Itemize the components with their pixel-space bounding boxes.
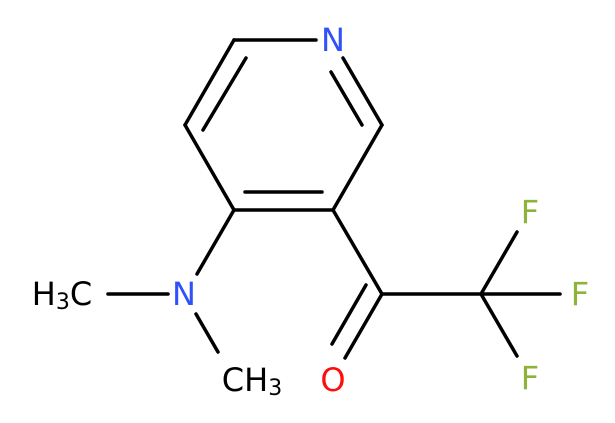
atom-label: F xyxy=(571,275,589,313)
atom-label: O xyxy=(320,361,345,399)
atom-label: N xyxy=(172,275,196,313)
atom-label: F xyxy=(521,193,539,231)
atom-label-sub: 3 xyxy=(268,376,282,401)
atom-label-part: H xyxy=(32,275,56,313)
bonds xyxy=(106,38,562,360)
atom-label-part: C xyxy=(70,275,92,313)
atom-label: F xyxy=(521,359,539,397)
atom-label: CH3 xyxy=(222,361,282,401)
atom-label-sub: 3 xyxy=(56,290,70,315)
atom-label: N xyxy=(321,21,345,59)
atom-label: H3C xyxy=(32,275,92,315)
atom-label-part: CH xyxy=(222,361,268,399)
